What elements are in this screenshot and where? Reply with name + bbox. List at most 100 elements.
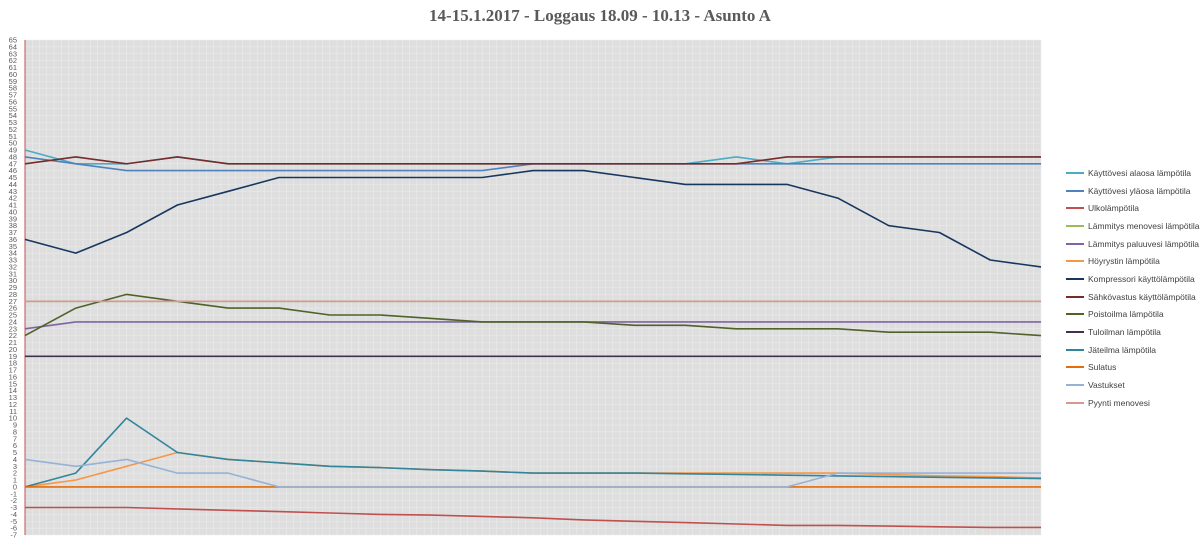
- legend-swatch: [1066, 224, 1084, 227]
- y-axis: -7-6-5-4-3-2-101234567891011121314151617…: [9, 36, 26, 540]
- legend-label: Sähkövastus käyttölämpötila: [1088, 291, 1196, 302]
- y-tick-label: 35: [9, 242, 17, 251]
- y-tick-label: 51: [9, 132, 17, 141]
- legend-swatch: [1066, 348, 1084, 351]
- y-tick-label: 5: [13, 448, 17, 457]
- legend-swatch: [1066, 277, 1084, 280]
- y-tick-label: 43: [9, 187, 17, 196]
- legend-label: Sulatus: [1088, 362, 1117, 373]
- y-tick-label: 40: [9, 207, 17, 216]
- legend-item: Vastukset: [1066, 376, 1196, 394]
- y-tick-label: 38: [9, 221, 17, 230]
- legend-item: Poistoilma lämpötila: [1066, 306, 1196, 324]
- y-tick-label: -3: [10, 503, 17, 512]
- legend-swatch: [1066, 313, 1084, 316]
- y-tick-label: 42: [9, 194, 17, 203]
- y-tick-label: 22: [9, 331, 17, 340]
- y-tick-label: 25: [9, 311, 17, 320]
- legend-item: Lämmitys paluuvesi lämpötila: [1066, 235, 1200, 253]
- y-tick-label: 62: [9, 56, 17, 65]
- y-tick-label: 17: [9, 366, 17, 375]
- y-tick-label: 45: [9, 173, 17, 182]
- series-line: [24, 458, 1041, 488]
- y-tick-label: 60: [9, 70, 17, 79]
- legend-item: Käyttövesi alaosa lämpötila: [1066, 164, 1196, 182]
- legend-swatch: [1066, 295, 1084, 298]
- y-tick-label: 36: [9, 235, 17, 244]
- legend-item: Kompressori käyttölämpötila: [1066, 270, 1196, 288]
- legend-swatch: [1066, 366, 1084, 369]
- series-line: [24, 417, 1042, 488]
- y-tick-label: -4: [10, 510, 17, 519]
- legend-item: Lämmitys menovesi lämpötila: [1066, 217, 1200, 235]
- y-tick-label: 19: [9, 352, 17, 361]
- legend: Käyttövesi alaosa lämpötila Käyttövesi yl…: [1066, 164, 1200, 412]
- y-tick-label: 59: [9, 77, 17, 86]
- y-tick-label: 39: [9, 214, 17, 223]
- y-tick-label: 29: [9, 283, 17, 292]
- y-tick-label: -2: [10, 496, 17, 505]
- y-tick-label: 64: [9, 42, 17, 51]
- legend-label: Pyynti menovesi: [1088, 397, 1150, 408]
- legend-label: Ulkolämpötila: [1088, 203, 1140, 214]
- y-tick-label: 54: [9, 111, 17, 120]
- y-tick-label: 58: [9, 84, 17, 93]
- legend-label: Tuloilman lämpötila: [1088, 327, 1161, 338]
- y-tick-label: 20: [9, 345, 17, 354]
- legend-item: Sähkövastus käyttölämpötila: [1066, 288, 1196, 306]
- legend-label: Höyrystin lämpötila: [1088, 256, 1160, 267]
- legend-label: Lämmitys paluuvesi lämpötila: [1088, 238, 1200, 249]
- legend-swatch: [1066, 171, 1084, 174]
- chart-title: 14-15.1.2017 - Loggaus 18.09 - 10.13 - A…: [429, 6, 771, 25]
- y-tick-label: 16: [9, 372, 17, 381]
- legend-swatch: [1066, 189, 1084, 192]
- series-line: [24, 293, 1042, 337]
- legend-label: Lämmitys menovesi lämpötila: [1088, 220, 1200, 231]
- y-tick-label: 49: [9, 146, 17, 155]
- series-line: [25, 506, 1041, 529]
- legend-swatch: [1066, 260, 1084, 263]
- y-tick-label: 10: [9, 414, 17, 423]
- y-tick-label: 14: [9, 386, 17, 395]
- y-tick-label: 27: [9, 297, 17, 306]
- y-tick-label: 47: [9, 159, 17, 168]
- legend-label: Poistoilma lämpötila: [1088, 309, 1164, 320]
- legend-item: Sulatus: [1066, 359, 1196, 377]
- y-tick-label: 24: [9, 317, 17, 326]
- y-tick-label: 12: [9, 400, 17, 409]
- y-tick-label: 32: [9, 262, 17, 271]
- legend-swatch: [1066, 207, 1084, 210]
- y-tick-label: 2: [13, 469, 17, 478]
- y-tick-label: 4: [13, 455, 17, 464]
- y-tick-label: 7: [13, 434, 17, 443]
- y-tick-label: 34: [9, 249, 17, 258]
- y-tick-label: 23: [9, 324, 17, 333]
- y-tick-label: 50: [9, 139, 17, 148]
- legend-swatch: [1066, 401, 1084, 404]
- legend-label: Käyttövesi alaosa lämpötila: [1088, 167, 1192, 178]
- y-tick-label: 11: [9, 407, 17, 416]
- legend-item: Tuloilman lämpötila: [1066, 323, 1196, 341]
- legend-item: Jäteilma lämpötila: [1066, 341, 1196, 359]
- y-tick-label: 15: [9, 379, 17, 388]
- y-tick-label: 61: [9, 63, 17, 72]
- y-tick-label: 46: [9, 166, 17, 175]
- legend-item: Ulkolämpötila: [1066, 199, 1196, 217]
- legend-swatch: [1066, 384, 1084, 387]
- y-tick-label: 53: [9, 118, 17, 127]
- y-tick-label: 1: [13, 476, 17, 485]
- y-tick-label: 9: [13, 421, 17, 430]
- y-tick-label: -5: [10, 517, 17, 526]
- y-tick-label: 65: [9, 36, 17, 45]
- legend-label: Käyttövesi yläosa lämpötila: [1088, 185, 1191, 196]
- y-tick-label: -7: [10, 531, 17, 540]
- y-tick-label: 26: [9, 304, 17, 313]
- legend-swatch: [1066, 331, 1084, 334]
- y-tick-label: -6: [10, 524, 17, 533]
- y-tick-label: 3: [13, 462, 17, 471]
- y-tick-label: 33: [9, 256, 17, 265]
- y-tick-label: -1: [10, 489, 17, 498]
- y-tick-label: 48: [9, 152, 17, 161]
- legend-item: Höyrystin lämpötila: [1066, 252, 1196, 270]
